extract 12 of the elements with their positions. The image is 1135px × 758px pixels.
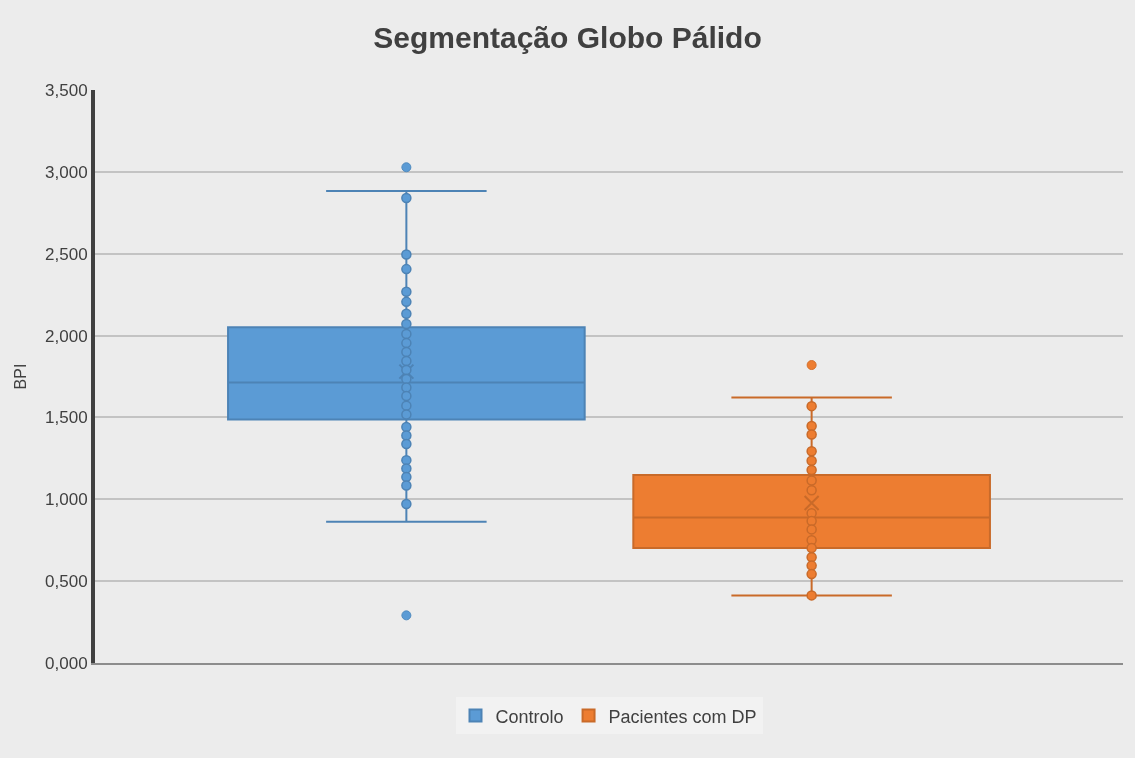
y-tick-label: 1,000 xyxy=(45,490,88,510)
legend-label: Pacientes com DP xyxy=(608,706,757,727)
y-tick-label: 3,500 xyxy=(45,80,88,100)
y-tick-label: 2,500 xyxy=(45,244,88,264)
y-tick-label: 3,000 xyxy=(45,162,88,182)
chart-title: Segmentação Globo Pálido xyxy=(373,20,762,54)
y-tick-label: 0,500 xyxy=(45,572,88,592)
y-axis-title: BPI xyxy=(12,363,30,390)
y-tick-label: 2,000 xyxy=(45,326,88,346)
y-tick-label: 1,500 xyxy=(45,408,88,428)
y-tick-label: 0,000 xyxy=(45,653,88,673)
legend-label: Controlo xyxy=(495,706,564,727)
